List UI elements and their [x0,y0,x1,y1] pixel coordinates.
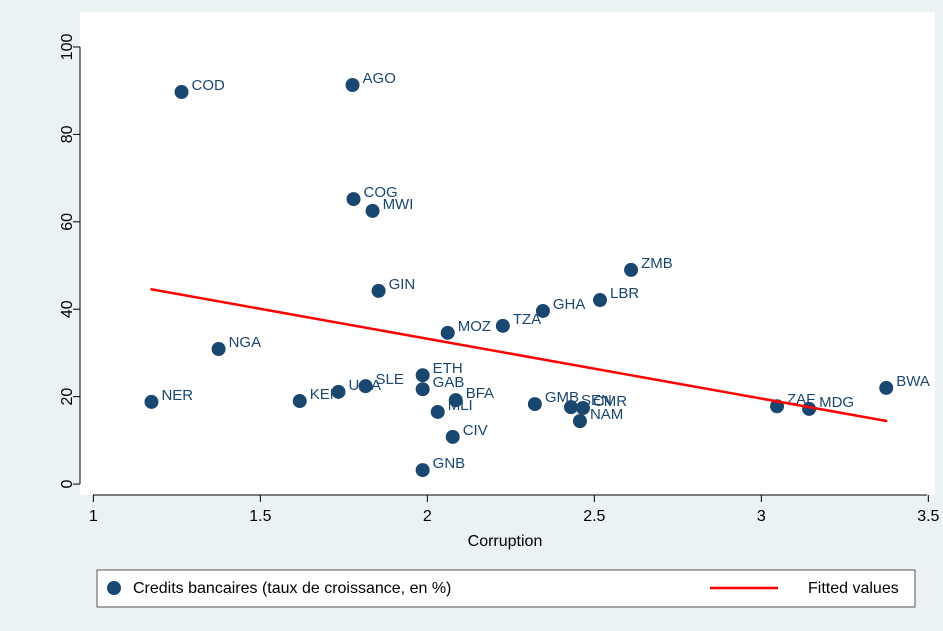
point-label: MLI [448,397,473,414]
point [144,394,159,409]
point [415,382,430,397]
point-label: NAM [590,406,623,423]
point-label: KEN [310,386,341,403]
point [445,429,460,444]
x-tick-label: 1.5 [249,508,271,525]
point-label: GIN [389,276,416,293]
point [440,325,455,340]
point [448,393,463,408]
point-label: UGA [349,377,382,394]
point [346,192,361,207]
point [292,394,307,409]
point [331,384,346,399]
x-tick-label: 3.5 [917,508,939,525]
point-label: SLE [376,371,404,388]
point-label: LBR [610,285,639,302]
y-tick-label: 60 [59,213,76,231]
point [879,380,894,395]
point [358,379,373,394]
point-label: GNB [433,455,466,472]
legend-label: Credits bancaires (taux de croissance, e… [133,580,451,597]
x-tick-label: 2 [423,508,432,525]
point-label: CIV [463,422,488,439]
point-label: ETH [433,360,463,377]
point [415,368,430,383]
legend [96,569,916,608]
point [575,401,590,416]
point-label: BWA [896,373,930,390]
point-label: COD [192,77,226,94]
x-tick-label: 2.5 [583,508,605,525]
point-label: MOZ [458,318,491,335]
plot-area [80,12,935,495]
point [365,203,380,218]
point [211,342,226,357]
point-label: TZA [513,311,541,328]
x-tick-label: 3 [757,508,766,525]
point [345,77,360,92]
point [593,293,608,308]
point-label: ZMB [641,255,673,272]
point [415,463,430,478]
point-label: CMR [593,393,627,410]
point [624,262,639,277]
point [572,414,587,429]
point-label: NGA [229,334,262,351]
point-label: MDG [819,394,854,411]
point [495,318,510,333]
point-label: BFA [466,385,494,402]
x-tick-label: 1 [89,508,98,525]
point [174,84,189,99]
y-tick-label: 40 [59,300,76,318]
point-label: GAB [433,374,465,391]
x-axis-title: Corruption [468,533,543,550]
point-label: NER [161,387,193,404]
legend-marker [107,581,121,595]
y-tick-label: 0 [59,480,76,489]
point [430,404,445,419]
point-label: GHA [553,296,586,313]
point-label: MWI [383,196,414,213]
y-tick-label: 20 [59,388,76,406]
legend-label: Fitted values [808,580,899,597]
point [535,303,550,318]
y-tick-label: 80 [59,125,76,143]
point-label: COG [364,184,398,201]
y-tick-label: 100 [59,34,76,61]
point [527,397,542,412]
point [371,283,386,298]
point-label: AGO [363,70,396,87]
fitted-line [150,287,888,423]
point [563,400,578,415]
